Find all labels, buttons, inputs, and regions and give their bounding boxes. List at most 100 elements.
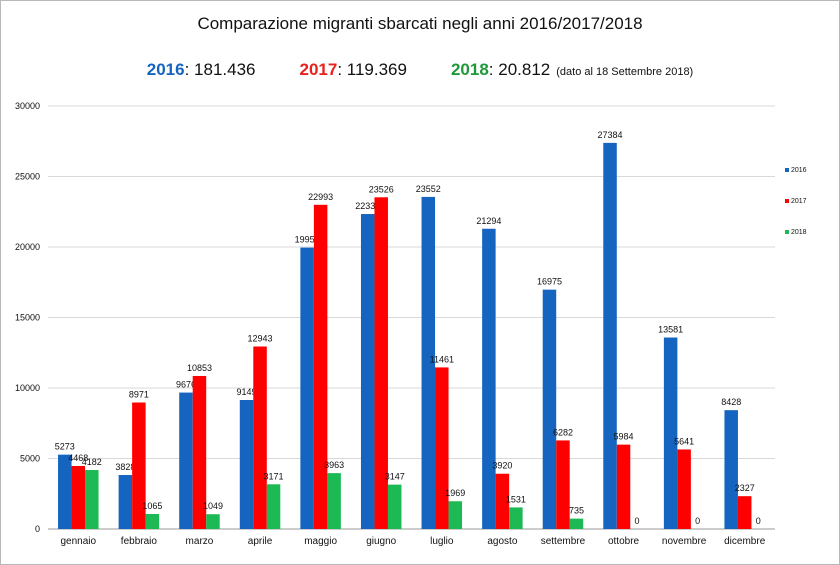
data-label: 1049 [203, 501, 223, 511]
bar [360, 214, 375, 530]
x-tick-label: aprile [248, 536, 273, 547]
total-2018-value: : 20.812 [488, 60, 551, 79]
data-label: 8428 [721, 397, 741, 407]
bar [300, 247, 314, 529]
total-2016-value: : 181.436 [184, 60, 256, 79]
data-label: 0 [695, 516, 700, 526]
legend-swatch [785, 199, 789, 203]
data-label: 0 [635, 516, 640, 526]
chart-title: Comparazione migranti sbarcati negli ann… [197, 14, 643, 33]
data-label: 735 [569, 506, 584, 516]
x-tick-label: settembre [541, 536, 586, 547]
data-label: 11461 [430, 354, 454, 364]
x-tick-label: novembre [662, 536, 707, 547]
data-label: 22339 [355, 201, 380, 211]
bar [737, 496, 752, 529]
x-tick-label: agosto [487, 536, 517, 547]
data-label: 5641 [674, 436, 694, 446]
data-label: 3828 [115, 462, 135, 472]
data-label: 23526 [369, 184, 394, 194]
bar [118, 475, 133, 529]
bar [724, 410, 738, 529]
data-label: 3963 [324, 460, 344, 470]
data-label: 13581 [658, 325, 683, 335]
bar [663, 337, 678, 529]
data-label: 16975 [537, 277, 562, 287]
data-label: 4468 [68, 453, 88, 463]
y-tick-label: 15000 [15, 313, 40, 323]
data-label: 3171 [264, 471, 284, 481]
data-label: 1969 [445, 488, 465, 498]
x-tick-label: gennaio [60, 536, 96, 547]
bar [482, 228, 496, 530]
bar [206, 514, 220, 529]
x-tick-label: marzo [186, 536, 214, 547]
x-tick-label: luglio [430, 536, 454, 547]
bar [448, 501, 463, 529]
bar [616, 444, 631, 529]
data-label: 19957 [295, 235, 320, 245]
x-tick-label: dicembre [724, 536, 766, 547]
bar [509, 507, 523, 529]
legend-label: 2017 [791, 198, 807, 205]
bar [71, 466, 86, 529]
data-label: 4182 [82, 457, 102, 467]
data-label: 1531 [506, 494, 526, 504]
bar [239, 399, 254, 529]
data-label: 9676 [176, 380, 196, 390]
legend-swatch [785, 230, 789, 234]
data-label: 22993 [308, 192, 333, 202]
y-tick-label: 30000 [15, 101, 40, 111]
x-tick-label: maggio [304, 536, 337, 547]
bar [313, 204, 328, 529]
legend-label: 2016 [791, 167, 807, 174]
data-label: 1065 [142, 501, 162, 511]
bar [253, 346, 267, 529]
data-label: 5984 [614, 432, 634, 442]
x-tick-label: giugno [366, 536, 396, 547]
data-label: 0 [756, 516, 761, 526]
bar [327, 473, 341, 529]
bar [677, 449, 691, 529]
data-label: 10853 [187, 363, 212, 373]
data-label: 27384 [598, 130, 623, 140]
y-tick-label: 5000 [20, 454, 40, 464]
data-label: 3147 [385, 472, 405, 482]
data-label: 2327 [735, 483, 755, 493]
bar [556, 440, 570, 529]
y-tick-label: 0 [35, 524, 40, 534]
bar [542, 289, 557, 529]
bar [374, 197, 388, 530]
bar [132, 402, 146, 529]
x-tick-label: ottobre [608, 536, 640, 547]
legend-label: 2018 [791, 229, 807, 236]
data-label: 23552 [416, 184, 441, 194]
data-label: 8971 [129, 390, 149, 400]
total-2017-value: : 119.369 [337, 60, 407, 79]
data-label: 21294 [476, 216, 501, 226]
y-tick-label: 20000 [15, 242, 40, 252]
bar [421, 196, 436, 529]
bar [179, 392, 193, 529]
bar [435, 367, 449, 529]
bar [569, 518, 584, 529]
bar [85, 470, 99, 529]
data-label: 6282 [553, 427, 573, 437]
total-2017-year: 2017 [299, 60, 338, 79]
bar [495, 473, 510, 529]
legend-swatch [785, 168, 789, 172]
y-tick-label: 25000 [15, 172, 40, 182]
bar [192, 375, 207, 529]
totals-line: 2016: 181.436 2017: 119.369 2018: 20.812 (d… [0, 60, 840, 80]
bar [603, 142, 617, 529]
data-label: 9149 [237, 387, 257, 397]
data-label: 12943 [248, 334, 273, 344]
bar [58, 454, 72, 529]
data-label: 5273 [55, 442, 75, 452]
x-tick-label: febbraio [121, 536, 158, 547]
bar [266, 484, 281, 529]
total-2016-year: 2016 [146, 60, 185, 79]
bar [145, 513, 160, 529]
total-2018-year: 2018 [450, 60, 489, 79]
